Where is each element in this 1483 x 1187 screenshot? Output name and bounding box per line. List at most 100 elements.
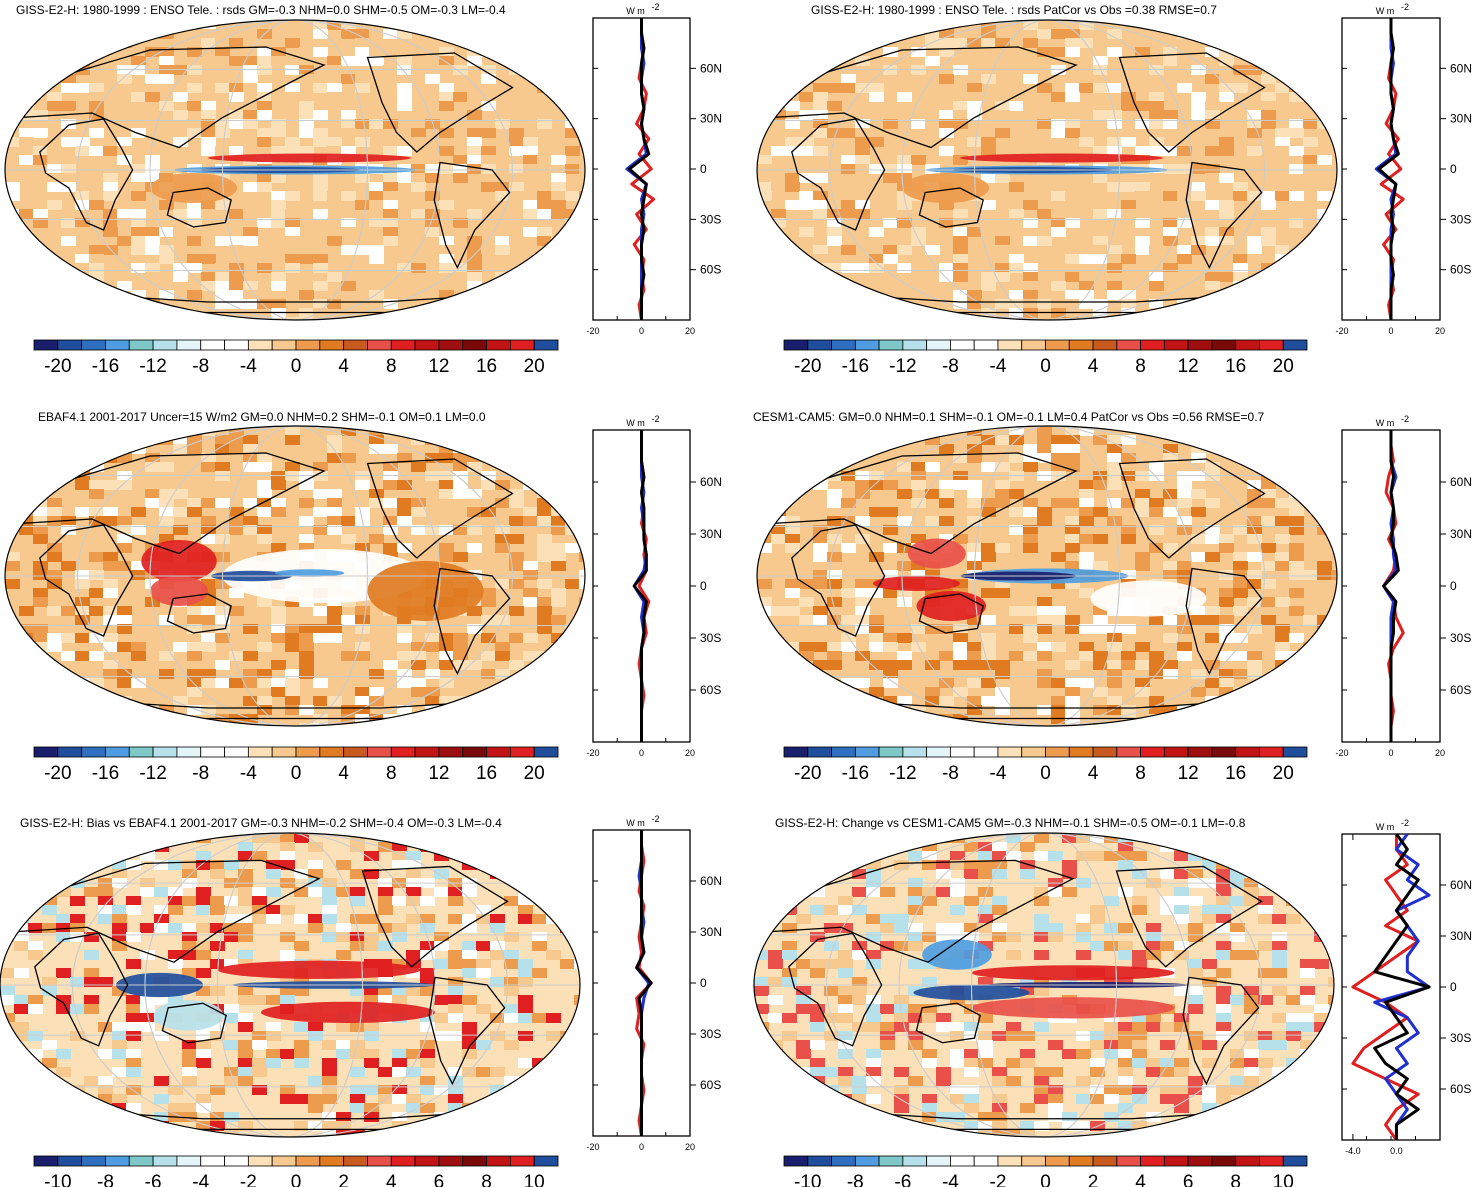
map-cell [187, 642, 202, 652]
map-cell [1160, 941, 1175, 951]
coastline [770, 46, 1078, 149]
map-cell [350, 896, 365, 906]
map-cell [299, 624, 314, 634]
colorbar-swatch [950, 1155, 975, 1167]
map-cell [1149, 543, 1164, 553]
map-cell [467, 606, 482, 616]
map-cell [5, 299, 20, 309]
map-cell [1205, 660, 1220, 670]
map-cell [866, 1076, 881, 1086]
map-cell [866, 1022, 881, 1032]
map-cell [33, 110, 48, 120]
map-cell [841, 209, 856, 219]
map-cell [215, 281, 230, 291]
map-cell [145, 173, 160, 183]
map-cell [1149, 507, 1164, 517]
map-cell [1146, 1022, 1161, 1032]
map-cell [462, 1049, 477, 1059]
map-cell [1174, 950, 1189, 960]
map-cell [799, 597, 814, 607]
map-cell [84, 887, 99, 897]
map-field [757, 20, 1337, 320]
map-cell [908, 959, 923, 969]
map-cell [131, 290, 146, 300]
map-cell [785, 272, 800, 282]
map-cell [47, 137, 62, 147]
map-cell [1079, 489, 1094, 499]
map-cell [215, 290, 230, 300]
map-cell [70, 1130, 85, 1137]
map-cell [131, 678, 146, 688]
map-cell [841, 588, 856, 598]
map-cell [1219, 678, 1234, 688]
map-cell [1331, 606, 1337, 616]
map-cell [215, 119, 230, 129]
map-cell [1289, 164, 1304, 174]
map-cell [978, 1112, 993, 1122]
map-cell [411, 209, 426, 219]
map-cell [1317, 453, 1332, 463]
map-cell [187, 218, 202, 228]
map-cell [950, 887, 965, 897]
map-cell [61, 317, 76, 320]
map-cell [754, 887, 769, 897]
map-cell [1009, 119, 1024, 129]
map-cell [467, 624, 482, 634]
map-cell [1205, 173, 1220, 183]
map-cell [420, 1040, 435, 1050]
map-cell [145, 245, 160, 255]
map-cell [754, 869, 769, 879]
map-cell [481, 308, 496, 318]
map-cell [229, 678, 244, 688]
map-cell [61, 687, 76, 697]
map-cell [1135, 642, 1150, 652]
map-cell [827, 83, 842, 93]
map-cell [799, 227, 814, 237]
map-cell [950, 995, 965, 1005]
map-cell [978, 914, 993, 924]
map-cell [271, 281, 286, 291]
map-cell [922, 1004, 937, 1014]
map-cell [1174, 986, 1189, 996]
map-cell [939, 723, 954, 726]
map-cell [75, 570, 90, 580]
map-border [756, 19, 1338, 321]
map-cell [257, 669, 272, 679]
map-cell [824, 905, 839, 915]
map-cell [785, 263, 800, 273]
map-cell [61, 218, 76, 228]
map-cell [322, 914, 337, 924]
map-cell [1093, 110, 1108, 120]
map-cell [810, 1058, 825, 1068]
map-cell [579, 173, 585, 183]
map-cell [953, 209, 968, 219]
map-cell [406, 869, 421, 879]
map-cell [448, 1076, 463, 1086]
map-cell [509, 56, 524, 66]
map-cell [1076, 1094, 1091, 1104]
map-cell [911, 236, 926, 246]
map-cell [1065, 525, 1080, 535]
map-border [756, 425, 1338, 727]
map-cell [953, 723, 968, 726]
map-cell [495, 236, 510, 246]
colorbar-swatch [902, 339, 928, 351]
map-cell [1188, 932, 1203, 942]
map-cell [992, 851, 1007, 861]
map-cell [978, 1031, 993, 1041]
map-cell [257, 218, 272, 228]
map-cell [953, 660, 968, 670]
map-cell [1048, 932, 1063, 942]
map-cell [173, 209, 188, 219]
map-cell [61, 101, 76, 111]
map-cell [1289, 489, 1304, 499]
map-cell [1093, 83, 1108, 93]
map-cell [1205, 426, 1220, 436]
map-cell [1132, 1013, 1147, 1023]
map-cell [383, 723, 398, 726]
map-cell [159, 507, 174, 517]
x-tick-label: 20 [685, 1142, 695, 1152]
map-cell [481, 128, 496, 138]
map-cell [364, 1103, 379, 1113]
map-cell [112, 914, 127, 924]
